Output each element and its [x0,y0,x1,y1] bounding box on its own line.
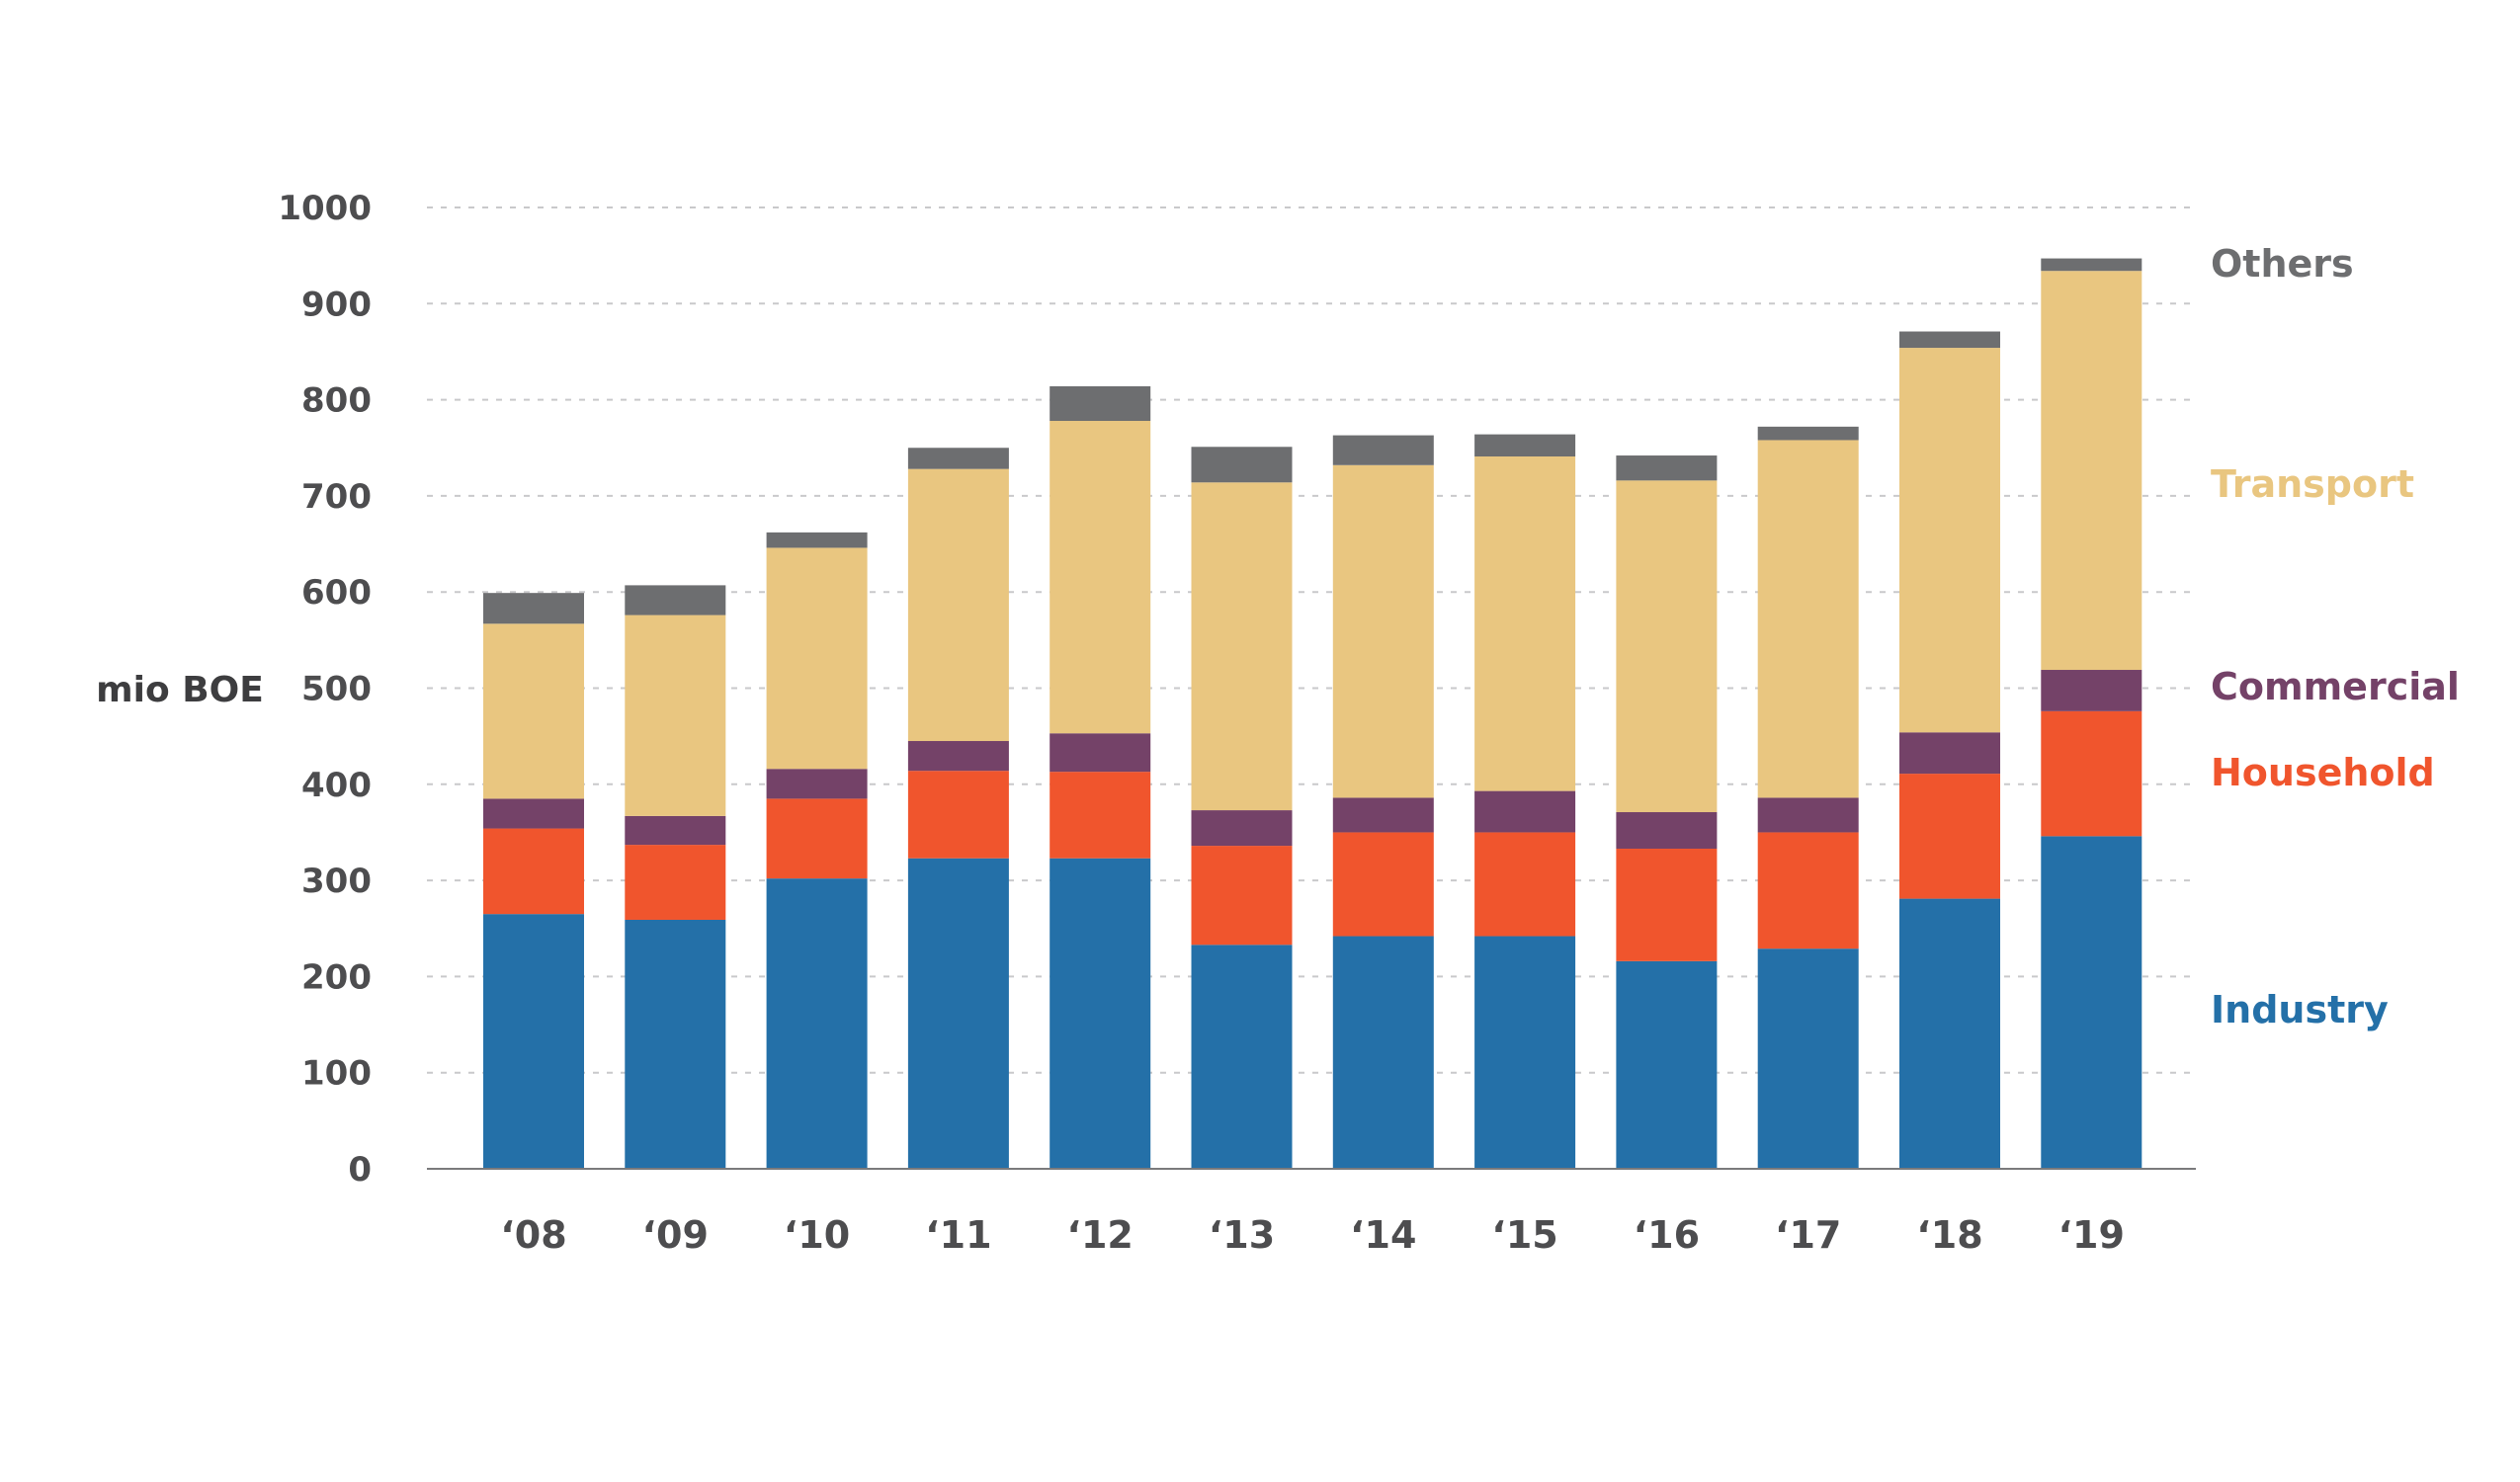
bar-segment-industry [483,914,584,1169]
bar-segment-transport [483,623,584,799]
bar-segment-household [1474,832,1576,937]
bar-segment-transport [1899,348,2000,733]
bar-segment-household [1616,848,1718,961]
bar-segment-household [1899,774,2000,899]
bar-segment-transport [907,468,1009,742]
bar-segment-household [1050,772,1151,859]
bar-segment-others [1899,331,2000,349]
x-tick-label: ‘12 [1067,1213,1134,1257]
bar-segment-others [2041,258,2142,272]
bar-segment-others [766,532,868,548]
x-tick-label: ‘13 [1209,1213,1275,1257]
x-tick-label: ‘08 [500,1213,566,1257]
bar-segment-others [1050,385,1151,422]
bar-segment-industry [1757,948,1859,1169]
legend: Industry Household Commercial Transport Othe… [2211,242,2460,1031]
bar-segment-transport [1616,480,1718,813]
bar-segment-household [1757,832,1859,949]
bar-segment-household [1332,832,1434,937]
legend-label-transport: Transport [2211,462,2414,506]
bar-segment-transport [1191,482,1293,811]
bar-segment-others [1616,455,1718,481]
x-tick-label: ‘19 [2058,1213,2125,1257]
bar-segment-commercial [1899,732,2000,775]
bar-segment-others [483,593,584,624]
bar-segment-commercial [483,798,584,829]
bar-segment-others [1757,426,1859,441]
bars [483,258,2142,1169]
y-tick-label: 0 [348,1150,372,1190]
bar-segment-transport [1757,440,1859,798]
legend-label-industry: Industry [2211,988,2389,1031]
y-axis-label: mio BOE [96,670,264,710]
y-tick-label: 1000 [278,189,372,228]
y-tick-label: 500 [301,670,372,709]
bar-segment-transport [1050,421,1151,734]
bar-segment-commercial [1616,812,1718,849]
y-tick-label: 900 [301,285,372,324]
bar-segment-commercial [1191,810,1293,847]
bar-segment-industry [1050,858,1151,1169]
bar-segment-industry [2041,836,2142,1169]
bar-segment-household [483,828,584,915]
y-tick-label: 600 [301,573,372,613]
bar-segment-others [907,448,1009,469]
x-tick-label: ‘15 [1491,1213,1557,1257]
bar-segment-transport [625,615,726,816]
bar-segment-transport [1332,464,1434,798]
bar-segment-household [2041,710,2142,837]
x-tick-label: ‘16 [1634,1213,1700,1257]
bar-segment-household [625,845,726,920]
y-tick-label: 200 [301,957,372,997]
bar-segment-industry [1474,936,1576,1169]
bar-segment-industry [625,919,726,1169]
bar-segment-commercial [2041,670,2142,711]
bar-segment-transport [766,547,868,770]
legend-label-household: Household [2211,751,2435,794]
y-tick-label: 100 [301,1054,372,1094]
bar-segment-commercial [625,815,726,846]
bar-segment-transport [1474,456,1576,791]
bar-segment-household [1191,846,1293,946]
x-tick-label: ‘10 [784,1213,850,1257]
x-tick-label: ‘14 [1350,1213,1416,1257]
bar-segment-commercial [1474,790,1576,833]
bar-segment-others [1191,447,1293,483]
bar-segment-industry [1332,936,1434,1169]
x-tick-labels: ‘08 ‘09 ‘10 ‘11 ‘12 ‘13 ‘14 ‘15 ‘16 ‘17 ‘18 ‘19 [500,1213,2125,1257]
bar-segment-household [766,798,868,879]
bar-segment-commercial [1050,733,1151,773]
bar-segment-industry [766,878,868,1169]
bar-segment-industry [907,858,1009,1169]
y-tick-label: 400 [301,766,372,805]
bar-segment-commercial [907,741,1009,772]
bar-segment-industry [1616,960,1718,1169]
bar-segment-industry [1899,898,2000,1169]
y-tick-label: 300 [301,862,372,901]
bar-segment-others [1474,434,1576,457]
x-tick-label: ‘18 [1916,1213,1982,1257]
x-tick-label: ‘17 [1775,1213,1841,1257]
x-tick-label: ‘09 [642,1213,709,1257]
legend-label-others: Others [2211,242,2354,286]
bar-segment-transport [2041,271,2142,671]
bar-segment-others [1332,435,1434,465]
bar-segment-others [625,585,726,616]
y-tick-label: 800 [301,381,372,421]
bar-segment-household [907,771,1009,859]
bar-segment-commercial [1332,797,1434,833]
y-tick-label: 700 [301,477,372,517]
x-tick-label: ‘11 [925,1213,991,1257]
bar-segment-commercial [1757,797,1859,833]
legend-label-commercial: Commercial [2211,665,2460,708]
bar-segment-industry [1191,945,1293,1169]
y-tick-labels: 0 100 200 300 400 500 600 700 800 900 1000 [278,189,372,1190]
bar-segment-commercial [766,769,868,799]
